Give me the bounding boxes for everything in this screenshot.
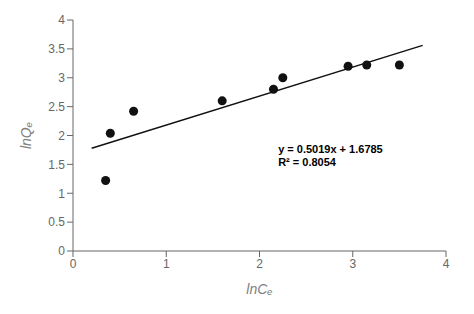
svg-text:4: 4 xyxy=(443,257,450,271)
svg-text:1: 1 xyxy=(163,257,170,271)
svg-text:2: 2 xyxy=(256,257,263,271)
svg-text:1: 1 xyxy=(58,187,65,201)
svg-text:3.5: 3.5 xyxy=(48,42,65,56)
svg-text:3: 3 xyxy=(349,257,356,271)
svg-text:lnQₑ: lnQₑ xyxy=(18,122,34,149)
svg-text:2.5: 2.5 xyxy=(48,100,65,114)
svg-text:4: 4 xyxy=(58,13,65,27)
svg-text:2: 2 xyxy=(58,129,65,143)
svg-text:lnCₑ: lnCₑ xyxy=(246,281,272,297)
svg-text:0.5: 0.5 xyxy=(48,215,65,229)
svg-text:0: 0 xyxy=(58,244,65,258)
svg-text:0: 0 xyxy=(70,257,77,271)
svg-text:3: 3 xyxy=(58,71,65,85)
svg-text:1.5: 1.5 xyxy=(48,158,65,172)
svg-text:y = 0.5019x + 1.6785R² = 0.805: y = 0.5019x + 1.6785R² = 0.8054 xyxy=(278,143,383,168)
